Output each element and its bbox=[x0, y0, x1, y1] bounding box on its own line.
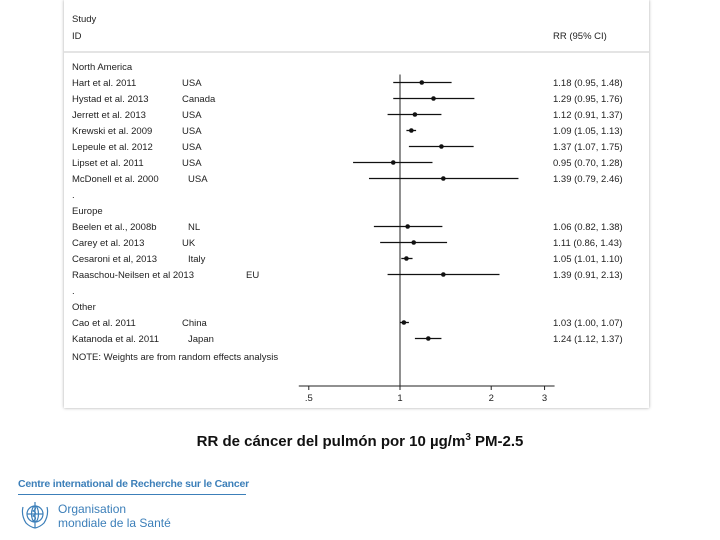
point-estimate bbox=[426, 336, 431, 341]
caption-tail: PM-2.5 bbox=[470, 433, 524, 450]
figure-caption: RR de cáncer del pulmón por 10 µg/m3 PM-… bbox=[0, 432, 720, 450]
study-country: EU bbox=[246, 270, 259, 281]
point-estimate bbox=[411, 240, 417, 245]
study-country: Japan bbox=[188, 334, 214, 345]
study-label: Hystad et al. 2013 bbox=[72, 94, 149, 105]
caption-superscript: 3 bbox=[465, 432, 471, 443]
point-estimate bbox=[390, 160, 396, 165]
study-ci-text: 1.37 (1.07, 1.75) bbox=[553, 142, 623, 153]
study-label: Hart et al. 2011 bbox=[72, 78, 136, 89]
study-country: Canada bbox=[182, 94, 216, 105]
who-name-line2: mondiale de la Santé bbox=[58, 516, 171, 530]
forest-plot: Study ID RR (95% CI) North America Hart et a… bbox=[64, 14, 649, 404]
group-label: Europe bbox=[72, 206, 103, 217]
study-ci-text: 1.06 (0.82, 1.38) bbox=[553, 222, 623, 233]
x-tick-label: .5 bbox=[305, 393, 313, 404]
point-estimate bbox=[409, 128, 414, 133]
point-estimate bbox=[405, 224, 410, 229]
study-ci-text: 1.29 (0.95, 1.76) bbox=[553, 94, 623, 105]
study-country: USA bbox=[182, 126, 202, 137]
study-label: Beelen et al., 2008b bbox=[72, 222, 157, 233]
point-estimate bbox=[404, 256, 409, 261]
study-ci-text: 1.39 (0.91, 2.13) bbox=[553, 270, 623, 281]
group-label: North America bbox=[72, 62, 133, 73]
forest-plot-panel: Study ID RR (95% CI) North America Hart et a… bbox=[64, 0, 649, 408]
header-id: ID bbox=[72, 31, 82, 42]
study-ci-text: 1.24 (1.12, 1.37) bbox=[553, 334, 623, 345]
study-ci-text: 1.05 (1.01, 1.10) bbox=[553, 254, 623, 265]
header-rr-ci: RR (95% CI) bbox=[553, 31, 607, 42]
who-name-line1: Organisation bbox=[58, 502, 127, 516]
header-study: Study bbox=[72, 14, 97, 25]
x-tick-label: 2 bbox=[489, 393, 494, 404]
point-estimate bbox=[441, 176, 446, 181]
study-country: UK bbox=[182, 238, 196, 249]
who-emblem-icon bbox=[21, 502, 49, 529]
x-tick-label: 1 bbox=[397, 393, 402, 404]
study-ci-text: 0.95 (0.70, 1.28) bbox=[553, 158, 623, 169]
iarc-name: Centre international de Recherche sur le… bbox=[18, 478, 250, 490]
study-country: USA bbox=[182, 142, 202, 153]
x-tick-label: 3 bbox=[542, 393, 547, 404]
point-estimate bbox=[401, 320, 407, 325]
study-label: Carey et al. 2013 bbox=[72, 238, 144, 249]
study-ci-text: 1.09 (1.05, 1.13) bbox=[553, 126, 623, 137]
study-country: USA bbox=[188, 174, 208, 185]
study-label: Jerrett et al. 2013 bbox=[72, 110, 146, 121]
study-country: USA bbox=[182, 110, 202, 121]
point-estimate bbox=[439, 144, 444, 149]
study-label: Krewski et al. 2009 bbox=[72, 126, 152, 137]
group-separator: . bbox=[72, 286, 75, 297]
study-ci-text: 1.12 (0.91, 1.37) bbox=[553, 110, 623, 121]
study-country: Italy bbox=[188, 254, 206, 265]
logo-divider bbox=[18, 494, 246, 495]
study-country: NL bbox=[188, 222, 200, 233]
point-estimate bbox=[419, 80, 425, 85]
study-ci-text: 1.18 (0.95, 1.48) bbox=[553, 78, 623, 89]
study-ci-text: 1.39 (0.79, 2.46) bbox=[553, 174, 623, 185]
study-label: Lepeule et al. 2012 bbox=[72, 142, 153, 153]
study-label: Raaschou-Neilsen et al 2013 bbox=[72, 270, 194, 281]
group-label: Other bbox=[72, 302, 96, 313]
point-estimate bbox=[431, 96, 436, 101]
weights-note: NOTE: Weights are from random effects an… bbox=[72, 352, 278, 363]
study-ci-text: 1.11 (0.86, 1.43) bbox=[553, 238, 622, 249]
point-estimate bbox=[412, 112, 418, 117]
study-country: USA bbox=[182, 78, 202, 89]
study-label: McDonell et al. 2000 bbox=[72, 174, 159, 185]
caption-main: RR de cáncer del pulmón por 10 µg/m bbox=[196, 433, 466, 450]
study-ci-text: 1.03 (1.00, 1.07) bbox=[553, 318, 623, 329]
study-label: Lipset et al. 2011 bbox=[72, 158, 144, 169]
study-label: Cao et al. 2011 bbox=[72, 318, 136, 329]
point-estimate bbox=[441, 272, 446, 277]
study-label: Katanoda et al. 2011 bbox=[72, 334, 159, 345]
study-label: Cesaroni et al, 2013 bbox=[72, 254, 157, 265]
study-country: China bbox=[182, 318, 208, 329]
study-country: USA bbox=[182, 158, 202, 169]
footer-logo: Centre international de Recherche sur le… bbox=[18, 478, 258, 534]
group-separator: . bbox=[72, 190, 75, 201]
